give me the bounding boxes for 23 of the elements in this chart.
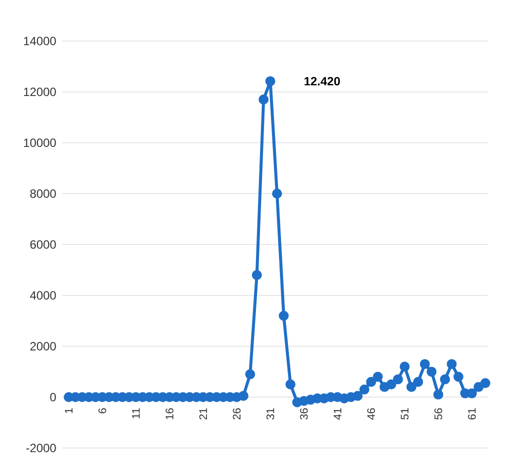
x-tick-label: 31 xyxy=(266,408,274,420)
x-tick-label: 11 xyxy=(132,408,140,418)
y-tick-label: 6000 xyxy=(30,240,56,249)
annotation: 12.420 xyxy=(304,76,340,86)
y-tick-label: 12000 xyxy=(24,88,56,96)
x-tick-label: 61 xyxy=(468,408,476,420)
x-tick-label: 46 xyxy=(367,408,375,420)
y-tick-label: 14000 xyxy=(24,36,56,46)
x-tick-label: 36 xyxy=(300,408,308,420)
x-tick-label: 51 xyxy=(400,408,409,420)
y-tick-label: 4000 xyxy=(30,291,56,300)
y-tick-label: 0 xyxy=(50,392,56,402)
x-tick-label: 21 xyxy=(199,408,207,420)
x-tick-label: 41 xyxy=(334,408,342,420)
y-tick-label: 10000 xyxy=(24,138,56,147)
y-tick-label: 8000 xyxy=(30,189,56,198)
x-tick-label: 26 xyxy=(232,408,241,420)
y-tick-label: 2000 xyxy=(30,342,56,350)
x-tick-label: 1 xyxy=(64,408,72,414)
x-tick-label: 6 xyxy=(98,408,106,414)
x-tick-label: 16 xyxy=(166,408,174,420)
x-tick-label: 56 xyxy=(434,408,442,420)
y-tick-label: -2000 xyxy=(26,444,56,452)
